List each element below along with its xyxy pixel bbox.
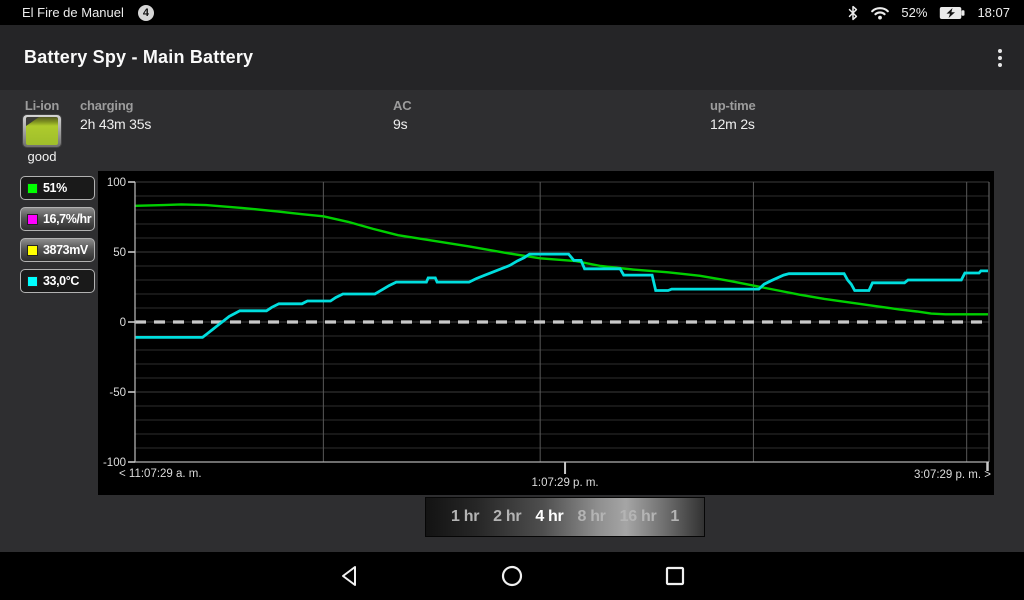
app-bar: Battery Spy - Main Battery xyxy=(0,25,1024,90)
time-range-option-4-hr[interactable]: 4 hr xyxy=(535,508,564,525)
time-range-option-2-hr[interactable]: 2 hr xyxy=(493,508,522,525)
y-tick-label: 0 xyxy=(120,317,126,329)
legend-color-chip xyxy=(28,214,37,224)
stat-label: AC xyxy=(393,98,412,113)
stat-value: 12m 2s xyxy=(710,116,755,132)
info-panel: Li-ion good charging 2h 43m 35s AC 9s up-tim… xyxy=(0,90,1024,171)
stat-value: 9s xyxy=(393,116,408,132)
back-button[interactable] xyxy=(327,552,375,600)
time-range-option-16-hr[interactable]: 16 hr xyxy=(619,508,657,525)
overflow-menu-button[interactable] xyxy=(998,48,1024,67)
legend-value: 16,7%/hr xyxy=(43,212,92,226)
legend-value: 3873mV xyxy=(43,243,88,257)
legend-toggle-2[interactable]: 3873mV xyxy=(20,238,95,262)
y-tick-label: 50 xyxy=(113,247,126,259)
wifi-icon xyxy=(871,6,890,19)
home-icon xyxy=(501,565,523,587)
series-battery_temperature_celsius xyxy=(135,252,988,339)
legend-color-chip xyxy=(28,245,37,255)
clock: 18:07 xyxy=(977,5,1010,20)
series-battery_level_percent xyxy=(134,203,988,316)
battery-health-icon xyxy=(23,115,61,147)
legend-toggle-0[interactable]: 51% xyxy=(20,176,95,200)
x-label-left: < 11:07:29 a. m. xyxy=(119,468,202,480)
y-tick-label: -100 xyxy=(103,457,126,469)
status-bar: El Fire de Manuel 4 52% 18:07 xyxy=(0,0,1024,25)
time-range-bar: 1 hr 2 hr 4 hr 8 hr 16 hr 1 xyxy=(425,497,705,537)
notification-badge: 4 xyxy=(137,4,154,21)
device-name: El Fire de Manuel xyxy=(22,5,124,20)
stat-charging: charging 2h 43m 35s xyxy=(80,98,151,132)
recents-button[interactable] xyxy=(651,552,699,600)
legend-color-chip xyxy=(28,276,37,286)
recents-icon xyxy=(665,566,685,586)
status-battery-percent: 52% xyxy=(901,5,928,20)
battery-health-widget: Li-ion good xyxy=(20,98,64,164)
battery-history-chart[interactable]: 100 50 0 -50 -100 < 11:07:29 a. m. 1:07:29 p. … xyxy=(98,171,994,495)
y-tick-label: 100 xyxy=(107,177,126,189)
time-range-option-1[interactable]: 1 xyxy=(670,508,679,525)
y-tick-label: -50 xyxy=(109,387,126,399)
stat-label: charging xyxy=(80,98,134,113)
battery-type-label: Li-ion xyxy=(24,98,60,113)
x-label-center: 1:07:29 p. m. xyxy=(531,477,598,489)
legend-color-chip xyxy=(28,183,37,193)
nav-bar xyxy=(0,552,1024,600)
bluetooth-icon xyxy=(849,5,858,20)
time-range-option-1-hr[interactable]: 1 hr xyxy=(451,508,480,525)
stat-AC: AC 9s xyxy=(393,98,412,132)
stat-value: 2h 43m 35s xyxy=(80,116,152,132)
battery-health-label: good xyxy=(27,149,57,164)
legend-value: 33,0°C xyxy=(43,274,79,288)
battery-charging-icon xyxy=(940,6,965,19)
legend: 51% 16,7%/hr 3873mV 33,0°C xyxy=(20,176,96,300)
stat-label: up-time xyxy=(710,98,756,113)
x-label-right: 3:07:29 p. m. > xyxy=(914,469,991,481)
stat-up-time: up-time 12m 2s xyxy=(710,98,756,132)
legend-value: 51% xyxy=(43,181,67,195)
home-button[interactable] xyxy=(488,552,536,600)
legend-toggle-3[interactable]: 33,0°C xyxy=(20,269,95,293)
legend-toggle-1[interactable]: 16,7%/hr xyxy=(20,207,95,231)
back-icon xyxy=(342,566,356,586)
page-title: Battery Spy - Main Battery xyxy=(24,47,254,67)
time-range-option-8-hr[interactable]: 8 hr xyxy=(577,508,606,525)
